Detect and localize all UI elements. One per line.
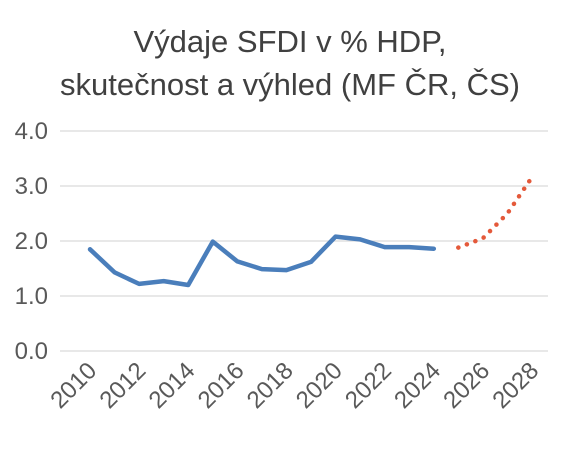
series-layer bbox=[87, 174, 535, 288]
chart-title-line-2: skutečnost a výhled (MF ČR, ČS) bbox=[60, 67, 520, 102]
x-tick-label-1: 2012 bbox=[95, 357, 152, 414]
chart-title: Výdaje SFDI v % HDP, skutečnost a výhled… bbox=[60, 24, 520, 102]
x-tick-label-3: 2016 bbox=[193, 357, 250, 414]
y-tick-label-3: 3.0 bbox=[15, 173, 48, 200]
gridlines bbox=[60, 130, 548, 352]
y-tick-label-4: 4.0 bbox=[15, 118, 48, 145]
y-tick-label-1: 1.0 bbox=[15, 283, 48, 310]
chart-title-line-1: Výdaje SFDI v % HDP, bbox=[134, 24, 447, 59]
x-tick-label-6: 2022 bbox=[340, 357, 397, 414]
x-tick-label-8: 2026 bbox=[438, 357, 495, 414]
series-line-0 bbox=[87, 234, 437, 288]
y-axis-ticks: 0.0 1.0 2.0 3.0 4.0 bbox=[15, 118, 48, 365]
series-line-1 bbox=[456, 174, 535, 250]
y-tick-label-2: 2.0 bbox=[15, 228, 48, 255]
x-tick-label-2: 2014 bbox=[144, 357, 201, 414]
y-tick-label-0: 0.0 bbox=[15, 338, 48, 365]
x-tick-label-9: 2028 bbox=[487, 357, 544, 414]
x-tick-label-7: 2024 bbox=[389, 357, 446, 414]
x-tick-label-5: 2020 bbox=[291, 357, 348, 414]
x-tick-label-4: 2018 bbox=[242, 357, 299, 414]
x-tick-label-0: 2010 bbox=[45, 357, 102, 414]
